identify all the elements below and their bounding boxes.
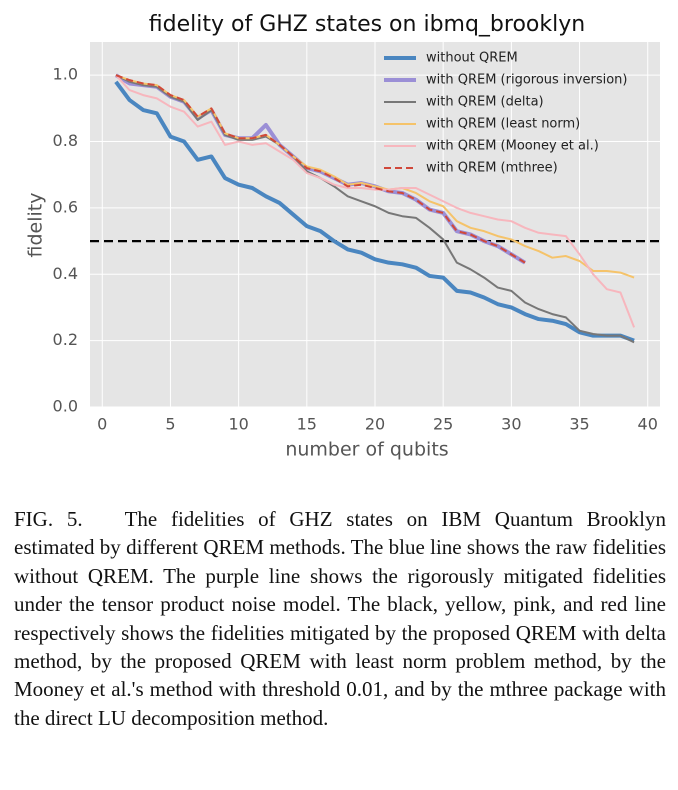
x-tick-label: 15 <box>297 415 317 434</box>
chart-title: fidelity of GHZ states on ibmq_brooklyn <box>149 12 585 37</box>
x-tick-label: 5 <box>165 415 175 434</box>
legend-label: without QREM <box>426 51 518 66</box>
legend-label: with QREM (least norm) <box>426 117 580 132</box>
x-tick-label: 25 <box>433 415 453 434</box>
series-line <box>115 74 526 264</box>
legend-label: with QREM (rigorous inversion) <box>426 73 627 88</box>
x-tick-label: 10 <box>228 415 248 434</box>
y-tick-label: 0.0 <box>53 397 78 416</box>
x-tick-label: 30 <box>501 415 521 434</box>
caption-text: The fidelities of GHZ states on IBM Quan… <box>14 507 666 730</box>
series-line <box>115 74 635 344</box>
x-axis-label: number of qubits <box>285 439 448 461</box>
legend-label: with QREM (delta) <box>426 95 544 110</box>
x-tick-label: 35 <box>569 415 589 434</box>
series-line <box>114 80 635 343</box>
legend: without QREM with QREM (rigorous inversio… <box>384 51 627 176</box>
y-tick-label: 0.4 <box>53 264 78 283</box>
x-tick-label: 40 <box>638 415 658 434</box>
y-tick-label: 0.6 <box>53 197 78 216</box>
legend-label: with QREM (Mooney et al.) <box>426 139 599 154</box>
legend-label: with QREM (mthree) <box>426 161 558 176</box>
y-tick-label: 1.0 <box>53 65 78 84</box>
x-tick-label: 20 <box>365 415 385 434</box>
x-tick-label: 0 <box>97 415 107 434</box>
caption-label: FIG. 5. <box>14 507 83 531</box>
y-tick-label: 0.8 <box>53 131 78 150</box>
series-line <box>115 74 636 328</box>
caption: FIG. 5. The fidelities of GHZ states on I… <box>14 505 666 732</box>
y-tick-label: 0.2 <box>53 330 78 349</box>
y-axis-label: fidelity <box>25 193 47 258</box>
chart: fidelity of GHZ states on ibmq_brooklyn … <box>25 12 660 461</box>
